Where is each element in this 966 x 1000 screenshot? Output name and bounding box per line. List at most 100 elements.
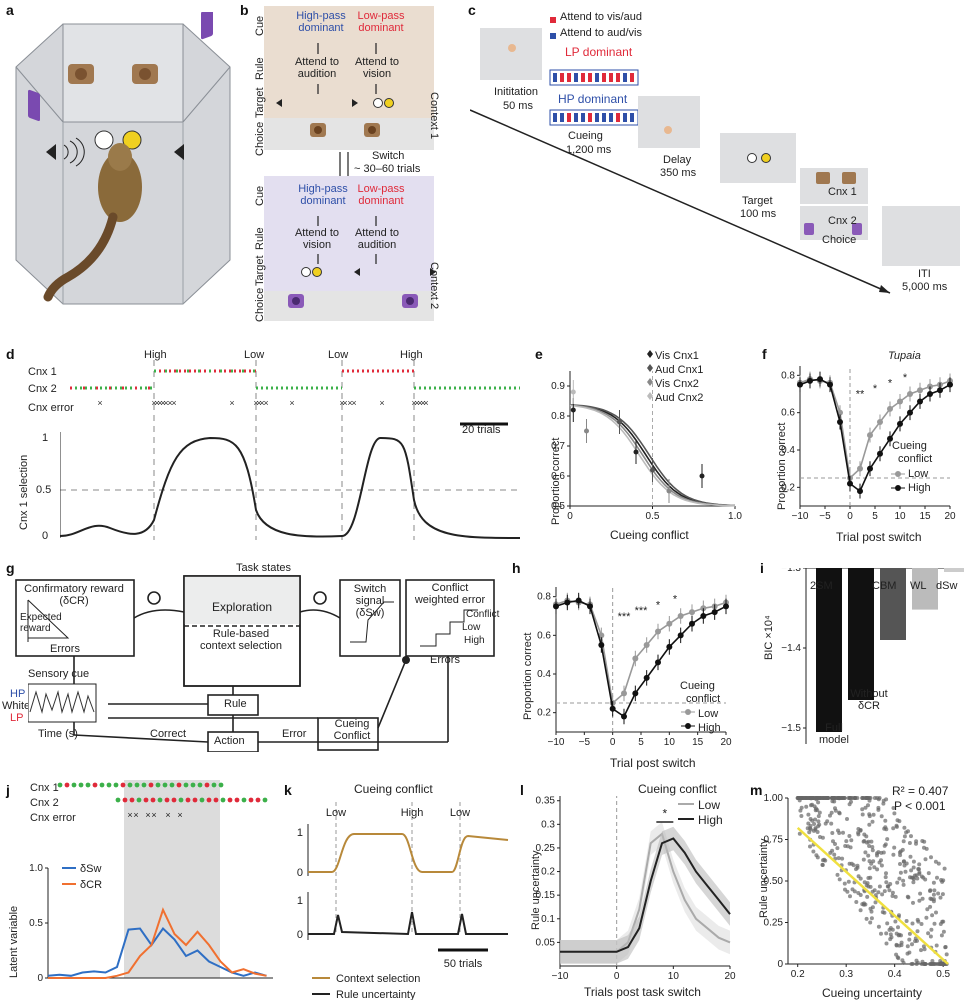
error-marker: × (414, 398, 419, 408)
bic-bar (848, 568, 874, 700)
scatter-point (872, 888, 877, 893)
legend-f-low: Low (908, 468, 929, 480)
y-tick-label-j: 1.0 (29, 863, 43, 874)
scatter-point (898, 870, 903, 875)
scatter-point (867, 814, 872, 819)
y-tick-label-j: 0 (37, 973, 43, 984)
scatter-point (837, 831, 842, 835)
legend-f-title-1: Cueing (892, 440, 927, 452)
y-tick-label-m: 0.75 (764, 835, 784, 846)
scatter-point (872, 865, 877, 870)
cueing-conflict-box-label: Cueing Conflict (333, 718, 371, 742)
data-point-e (633, 449, 639, 455)
conflict-high-label: High (464, 635, 485, 646)
panel-letter-l: l (520, 782, 524, 798)
scatter-point (806, 812, 811, 817)
cnx2-trial-dot (143, 797, 149, 803)
errors-label-2: Errors (430, 654, 460, 666)
data-point (598, 632, 605, 639)
scatter-point (820, 863, 825, 867)
panel-letter-f: f (762, 346, 767, 362)
scatter-point (877, 860, 882, 865)
ctx2-cue-right: Low-pass dominant (357, 183, 405, 207)
lp-cue-bar (623, 73, 627, 82)
panel-letter-i: i (760, 560, 764, 576)
legend-text-sw: δSw (80, 863, 101, 875)
scatter-point (829, 821, 834, 826)
x-tick-label: 15 (692, 737, 704, 748)
y-tick-label-e: 0.6 (551, 471, 565, 482)
cnx2-trial-dot (199, 797, 205, 803)
uncertainty-curve (560, 837, 731, 953)
rule-uncertainty-curve (308, 911, 508, 936)
scatter-point (922, 845, 926, 850)
cnx1-trial-dot (204, 782, 210, 788)
scatter-point (865, 894, 870, 899)
bic-bar (816, 568, 842, 732)
scatter-point (895, 955, 900, 960)
y-tick-label-e: 0.5 (551, 501, 565, 512)
scatter-point (884, 880, 889, 885)
y-tick-label-l: 0.1 (541, 914, 555, 925)
scatter-point (907, 937, 912, 942)
context-selection-plot: × ××××××× × ×××× × ×× ×× × ××××× (60, 360, 520, 540)
scatter-point (909, 834, 913, 839)
panel-letter-g: g (6, 560, 15, 576)
scatter-point (828, 850, 833, 855)
scatter-point (914, 962, 919, 966)
scatter-point (894, 823, 899, 828)
scatter-point (883, 875, 888, 880)
cnx1-trial-dot (141, 782, 147, 788)
scatter-point (917, 871, 922, 876)
cnx2-trial-dot (115, 797, 121, 803)
lp-label: LP (10, 712, 24, 724)
scatter-point (870, 848, 875, 853)
lp-cue-bar (588, 73, 592, 82)
y-tick-label: 0.6 (537, 630, 551, 641)
scatter-point (813, 808, 818, 813)
cnx1-trial-dot (134, 782, 140, 788)
conflict-legend-label: Conflict (466, 609, 500, 620)
data-point (621, 713, 627, 720)
panel-letter-c: c (468, 2, 476, 18)
x-tick-label-m: 0.2 (791, 969, 805, 980)
error-marker: × (157, 398, 162, 408)
x-tick-label-l: 10 (668, 971, 680, 982)
scatter-point (884, 931, 889, 936)
scatter-point (823, 858, 828, 863)
panel-letter-a: a (6, 2, 14, 18)
ylabel-j: Latent variable (8, 905, 20, 978)
panel-letter-m: m (750, 782, 763, 798)
block-label-4: High (400, 349, 423, 361)
scatter-point (797, 831, 802, 836)
data-point (632, 690, 639, 697)
sensory-cue-label: Sensory cue (28, 668, 90, 680)
x-tick-label-m: 0.5 (936, 969, 950, 980)
scatter-point (908, 854, 913, 859)
scatter-point (899, 943, 904, 948)
error-marker: × (256, 398, 261, 408)
legend-f-title-2: conflict (898, 453, 933, 465)
scatter-point (917, 862, 922, 867)
scatter-point (869, 916, 874, 921)
scatter-point (833, 806, 837, 811)
cueing-duration: 1,200 ms (566, 144, 612, 156)
data-point (677, 613, 684, 619)
scatter-point (944, 952, 949, 957)
significance-marker: *** (635, 605, 649, 617)
data-point (711, 609, 718, 616)
cnx2-trial-dot (262, 797, 268, 803)
scatter-point (885, 884, 890, 889)
learning-curve (555, 599, 727, 718)
chart-m: 0.2 0.3 0.4 0.5 1.00 0.75 0.50 0.25 0 (764, 793, 951, 980)
scatter-point (866, 839, 871, 844)
scatter-point (851, 863, 856, 868)
significance-marker: * (903, 372, 908, 384)
scatter-point (875, 867, 880, 872)
target-duration: 100 ms (740, 208, 777, 220)
data-point-e (570, 389, 576, 395)
scatter-point (906, 895, 911, 900)
y-tick-label-i: −1.4 (781, 643, 801, 654)
scatter-point (882, 889, 887, 894)
data-point (897, 398, 903, 405)
